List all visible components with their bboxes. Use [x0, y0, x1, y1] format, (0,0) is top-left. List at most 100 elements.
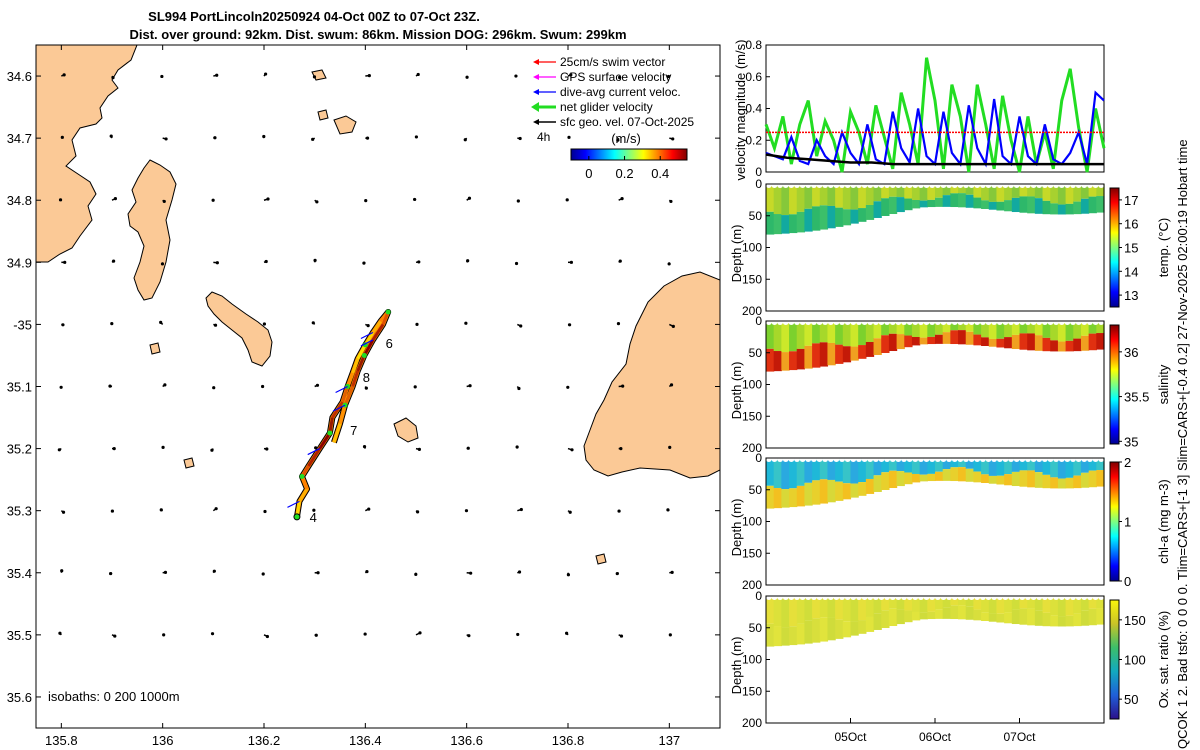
section-cell [981, 321, 990, 338]
section-cell [1073, 321, 1082, 339]
sfc-geo-arrowhead [262, 134, 266, 139]
land-island [317, 109, 329, 121]
section-surface-scallop [985, 594, 992, 600]
section-cell [1027, 196, 1036, 214]
section-cell [804, 321, 813, 346]
section-surface-scallop [917, 594, 924, 600]
section-cell [1057, 478, 1067, 489]
section-cell [919, 474, 928, 482]
section-cell [1088, 596, 1097, 609]
section-cell [996, 321, 1005, 339]
section-cell [935, 321, 944, 335]
section-cell [981, 596, 990, 613]
section-surface-scallop [906, 456, 913, 462]
section-surface-scallop [777, 456, 784, 462]
velocity-ytick-label: 0.4 [745, 102, 762, 116]
section-cell [888, 470, 898, 489]
section-ytick-label: 0 [755, 451, 762, 465]
land-island [595, 553, 607, 565]
map-colorbar [570, 148, 688, 161]
sfc-geo-arrowhead [469, 571, 473, 575]
section-surface-scallop [951, 182, 958, 188]
sfc-geo-arrowhead [163, 570, 168, 574]
section-colorbar-tick-label: 16 [1124, 217, 1138, 232]
section-cell [935, 334, 944, 344]
section-surface-scallop [901, 594, 908, 600]
section-cell [1073, 596, 1082, 614]
legend-arrowhead-icon [531, 102, 539, 112]
section-cell [1096, 458, 1105, 471]
section-cell [1034, 458, 1044, 473]
section-cell [1042, 321, 1051, 338]
section-surface-scallop [788, 182, 795, 188]
section-cell [804, 620, 813, 644]
section-surface-scallop [793, 319, 800, 325]
sfc-geo-arrowhead [61, 510, 66, 514]
sfc-geo-arrowhead [418, 631, 422, 635]
section-surface-scallop [827, 182, 834, 188]
section-surface-scallop [872, 456, 879, 462]
section-surface-scallop [1075, 319, 1082, 325]
sfc-geo-arrowhead [59, 385, 63, 389]
section-cell [865, 616, 875, 632]
section-cell [1080, 321, 1090, 336]
section-cell [965, 458, 975, 469]
section-surface-scallop [929, 594, 936, 600]
section-cell [827, 205, 836, 229]
map-ytick-label: 35.4 [7, 566, 32, 581]
section-surface-scallop [974, 182, 981, 188]
section-cell [988, 613, 998, 622]
section-cell [881, 458, 890, 473]
sfc-geo-arrowhead [619, 634, 624, 638]
section-cell [1019, 321, 1028, 334]
map-ticks: 135.8 136 136.2 136.4 136.6 136.8 137 34.6 34.7 3… [7, 45, 720, 748]
track-current-arrow [360, 339, 374, 347]
section-cell [1088, 470, 1097, 488]
section-cell [827, 479, 836, 503]
sfc-geo-arrowhead [615, 571, 619, 576]
section-ytick-label: 200 [742, 304, 762, 318]
section-surface-scallop [901, 319, 908, 325]
velocity-series-line [765, 153, 1104, 166]
section-cell [842, 621, 852, 638]
section-surface-scallop [839, 456, 846, 462]
section-cell [1011, 458, 1021, 472]
velocity-series [764, 57, 1106, 173]
section-ytick-label: 150 [742, 546, 762, 560]
section-cell [1073, 613, 1082, 627]
section-surface-scallop [839, 319, 846, 325]
section-cell [988, 321, 998, 339]
section-surface-scallop [1008, 456, 1015, 462]
section-surface-scallop [867, 594, 874, 600]
section-cell [1057, 341, 1067, 352]
section-cell [873, 201, 882, 218]
section-cell [1057, 596, 1067, 617]
section-cell [796, 485, 806, 507]
section-surface-scallop [901, 182, 908, 188]
velocity-ytick-label: 0.6 [745, 70, 762, 84]
section-cell [812, 618, 821, 643]
section-surface-scallop [765, 456, 772, 462]
sfc-geo-arrowhead [215, 261, 219, 265]
section-cell [888, 196, 898, 215]
section-cell [988, 201, 998, 210]
section-cell [773, 596, 782, 627]
section-cell [942, 332, 951, 344]
section-cell [881, 596, 890, 611]
section-surface-scallop [1081, 456, 1088, 462]
section-cell [1050, 203, 1059, 215]
section-cell [1034, 610, 1044, 626]
sfc-geo-arrowhead [565, 631, 569, 635]
section-surface-scallop [1019, 594, 1026, 600]
section-surface-scallop [878, 182, 885, 188]
section-cell [1088, 184, 1097, 197]
section-cell [835, 344, 844, 364]
section-cell [781, 321, 790, 353]
section-cell [789, 214, 798, 234]
section-colorbar-tick-label: 35.5 [1124, 390, 1149, 405]
section-cell [781, 596, 790, 628]
sfc-geo-arrowhead [266, 197, 270, 201]
sfc-geo-arrowhead [413, 385, 417, 389]
section-cell [1065, 203, 1074, 215]
velocity-ytick-label: 0 [755, 165, 762, 179]
